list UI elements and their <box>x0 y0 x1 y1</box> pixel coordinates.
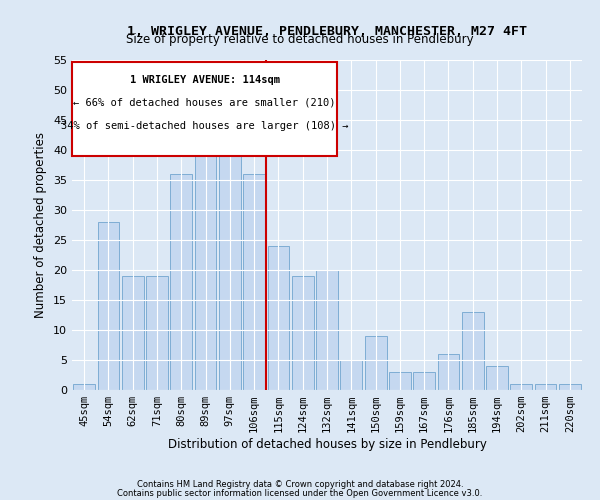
Y-axis label: Number of detached properties: Number of detached properties <box>34 132 47 318</box>
Bar <box>340 360 362 390</box>
Text: 34% of semi-detached houses are larger (108) →: 34% of semi-detached houses are larger (… <box>61 121 349 131</box>
Bar <box>194 126 217 390</box>
Bar <box>511 384 532 390</box>
Bar <box>170 174 192 390</box>
Bar <box>559 384 581 390</box>
Title: 1, WRIGLEY AVENUE, PENDLEBURY, MANCHESTER, M27 4FT: 1, WRIGLEY AVENUE, PENDLEBURY, MANCHESTE… <box>127 25 527 38</box>
Bar <box>122 276 143 390</box>
Bar <box>97 222 119 390</box>
Bar <box>486 366 508 390</box>
Text: Contains HM Land Registry data © Crown copyright and database right 2024.: Contains HM Land Registry data © Crown c… <box>137 480 463 489</box>
Bar <box>462 312 484 390</box>
X-axis label: Distribution of detached houses by size in Pendlebury: Distribution of detached houses by size … <box>167 438 487 451</box>
Bar <box>535 384 556 390</box>
Text: 1 WRIGLEY AVENUE: 114sqm: 1 WRIGLEY AVENUE: 114sqm <box>130 75 280 85</box>
Bar <box>219 114 241 390</box>
Text: ← 66% of detached houses are smaller (210): ← 66% of detached houses are smaller (21… <box>73 98 336 108</box>
Bar <box>413 372 435 390</box>
Bar <box>292 276 314 390</box>
Text: Contains public sector information licensed under the Open Government Licence v3: Contains public sector information licen… <box>118 489 482 498</box>
Bar <box>268 246 289 390</box>
Bar <box>389 372 411 390</box>
FancyBboxPatch shape <box>72 62 337 156</box>
Bar <box>243 174 265 390</box>
Bar <box>73 384 95 390</box>
Bar <box>437 354 460 390</box>
Bar <box>365 336 386 390</box>
Bar <box>316 270 338 390</box>
Text: Size of property relative to detached houses in Pendlebury: Size of property relative to detached ho… <box>126 32 474 46</box>
Bar <box>146 276 168 390</box>
